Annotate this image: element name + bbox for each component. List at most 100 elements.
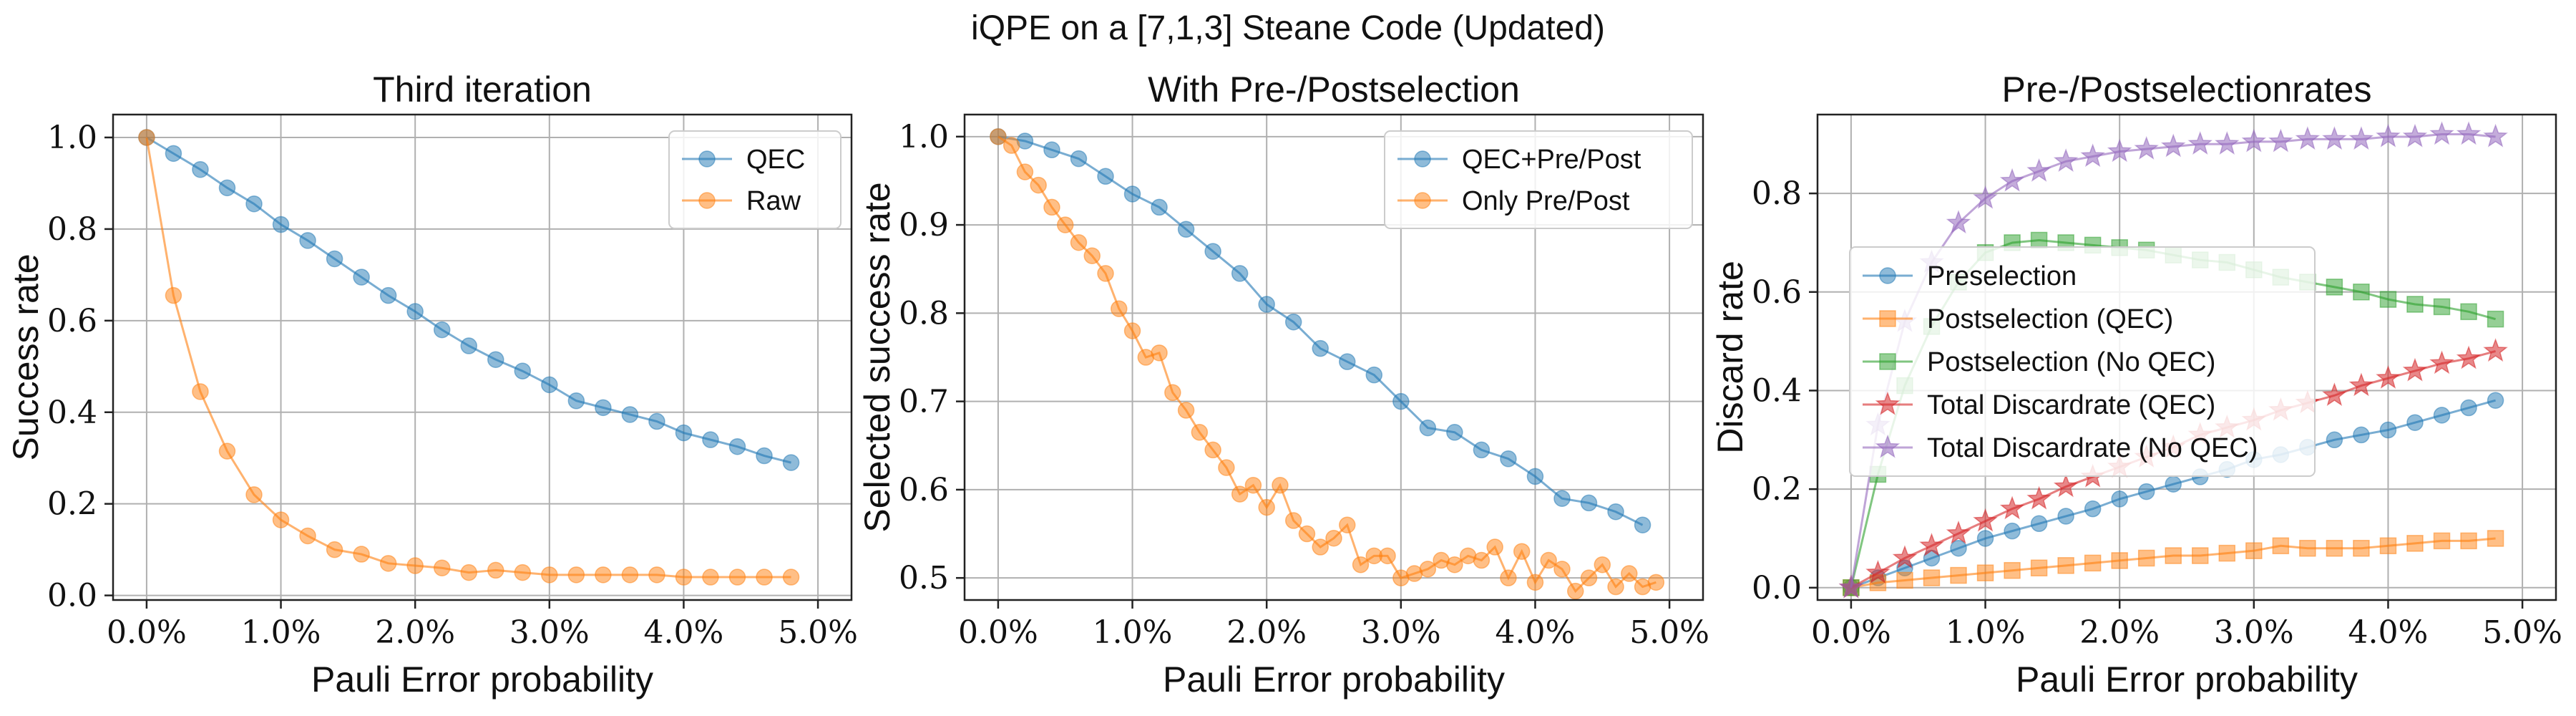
data-point	[1218, 459, 1235, 476]
data-point	[595, 566, 612, 584]
data-point	[648, 412, 665, 430]
data-point	[1419, 419, 1437, 437]
data-point	[1976, 564, 1994, 581]
data-point	[353, 268, 370, 286]
data-point	[1258, 296, 1275, 313]
data-point	[2107, 138, 2132, 163]
chart-panel-1: 0.0% 1.0% 2.0% 3.0% 4.0% 5.0% 0.0 0.2 0.4 0.6 0.8 1…	[6, 69, 858, 700]
x-tick-label: 4.0%	[644, 614, 724, 651]
data-point	[2030, 515, 2048, 533]
data-point	[1123, 185, 1141, 203]
data-point	[2460, 303, 2477, 321]
data-point	[2080, 143, 2105, 168]
data-point	[353, 546, 370, 563]
data-point	[2406, 296, 2424, 313]
data-point	[1177, 402, 1195, 419]
data-point	[2460, 399, 2477, 417]
data-point	[1030, 176, 1047, 194]
legend-label: Postselection (No QEC)	[1927, 347, 2215, 377]
data-point	[728, 569, 746, 586]
legend-item: Only Pre/Post	[1397, 186, 1630, 216]
legend-marker	[1879, 310, 1896, 327]
data-point	[2456, 345, 2482, 369]
data-point	[1923, 569, 1941, 586]
data-point	[245, 195, 263, 213]
data-point	[621, 406, 639, 423]
data-point	[1204, 441, 1221, 459]
data-point	[1244, 476, 1262, 494]
data-point	[2004, 522, 2021, 540]
data-point	[1151, 198, 1168, 216]
data-point	[2487, 392, 2504, 409]
data-point	[165, 145, 182, 163]
data-point	[2433, 298, 2451, 316]
legend-marker	[698, 150, 716, 168]
data-point	[1526, 574, 1544, 591]
data-point	[2379, 537, 2397, 555]
x-axis-label: Pauli Error probability	[2016, 659, 2358, 700]
x-tick-label: 2.0%	[2079, 614, 2160, 651]
data-point	[1540, 551, 1557, 569]
data-point	[2322, 126, 2347, 150]
data-point	[460, 563, 477, 581]
data-point	[756, 569, 773, 586]
data-point	[1312, 538, 1329, 556]
data-point	[1231, 265, 1249, 282]
data-point	[1566, 582, 1584, 600]
x-tick-label: 2.0%	[375, 614, 455, 651]
data-point	[2215, 131, 2240, 155]
data-point	[1634, 516, 1652, 533]
legend-item: QEC	[682, 145, 805, 175]
data-point	[1838, 574, 1864, 599]
data-point	[1950, 566, 1967, 584]
legend-marker	[1875, 434, 1901, 458]
legend-item: Raw	[682, 186, 801, 216]
data-point	[2433, 532, 2451, 550]
legend: QEC+Pre/Post Only Pre/Post	[1384, 130, 1693, 229]
data-point	[1070, 150, 1088, 168]
data-point	[1621, 565, 1638, 582]
data-point	[1999, 495, 2025, 520]
data-point	[2322, 382, 2347, 407]
data-point	[1379, 547, 1396, 565]
data-point	[567, 392, 585, 410]
data-point	[1999, 168, 2025, 192]
data-point	[192, 383, 209, 400]
legend-marker	[1875, 391, 1901, 415]
x-tick-label: 0.0%	[958, 614, 1038, 651]
data-point	[1607, 503, 1624, 521]
data-point	[1950, 539, 1967, 557]
data-point	[379, 555, 397, 572]
y-tick-label: 0.6	[47, 303, 97, 339]
data-point	[1946, 210, 1971, 234]
data-point	[326, 541, 343, 558]
data-point	[2165, 475, 2182, 493]
data-point	[1365, 366, 1383, 384]
data-point	[2348, 126, 2374, 150]
legend-item: QEC+Pre/Post	[1397, 145, 1641, 175]
data-point	[2353, 426, 2370, 444]
data-point	[1446, 424, 1463, 441]
y-tick-label: 1.0	[899, 119, 949, 155]
x-tick-label: 5.0%	[1629, 614, 1709, 651]
data-point	[1312, 339, 1329, 357]
data-point	[406, 557, 424, 574]
legend-item: Total Discardrate (QEC)	[1863, 390, 2215, 420]
data-point	[1177, 221, 1195, 238]
data-point	[1352, 556, 1370, 574]
data-point	[2134, 136, 2159, 160]
data-point	[2268, 128, 2293, 153]
data-point	[2053, 473, 2079, 498]
y-tick-label: 0.4	[1752, 372, 1802, 409]
data-point	[1339, 353, 1356, 370]
data-point	[2111, 490, 2128, 508]
y-tick-label: 0.6	[1752, 274, 1802, 311]
data-point	[648, 566, 665, 584]
data-point	[2026, 158, 2051, 182]
data-point	[487, 351, 504, 368]
data-point	[2487, 310, 2504, 328]
data-point	[2241, 128, 2267, 153]
data-point	[2429, 121, 2454, 145]
data-point	[1164, 384, 1181, 402]
